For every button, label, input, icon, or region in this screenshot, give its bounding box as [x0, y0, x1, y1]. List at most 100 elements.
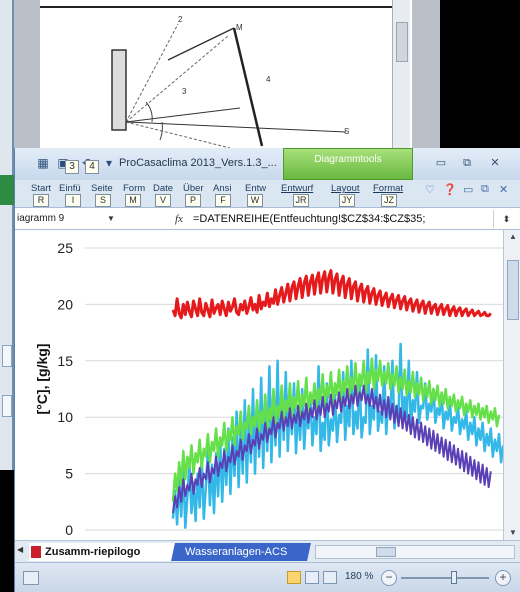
y-tick-label: 15 — [57, 353, 73, 369]
keytip-badge: M — [125, 194, 141, 207]
diagram-label: 4 — [266, 75, 271, 84]
diagram-ray — [125, 107, 241, 123]
background-scroll-thumb[interactable] — [396, 22, 408, 62]
tab-developer[interactable]: Entw — [245, 183, 267, 194]
minimize-ribbon-icon[interactable]: ♡ — [425, 184, 435, 196]
sheet-nav-prev-icon[interactable]: ◀ — [17, 545, 24, 554]
workbook-minimize-button[interactable]: ▭ — [463, 184, 474, 196]
excel-window: ▦ ▣ 3 ↶ 4 ▾ ProCasaclima 2013_Vers.1.3_.… — [14, 148, 520, 592]
keytip-badge: W — [247, 194, 263, 207]
scroll-down-icon[interactable]: ▼ — [509, 528, 517, 537]
formula-bar: iagramm 9 ▼ fx =DATENREIHE(Entfeuchtung!… — [15, 208, 520, 230]
diagram-arc — [145, 101, 153, 123]
name-box[interactable]: iagramm 9 — [17, 213, 65, 224]
formula-input[interactable]: =DATENREIHE(Entfeuchtung!$CZ$34:$CZ$35; — [193, 213, 426, 225]
diagram-ray — [125, 35, 229, 123]
horizontal-scroll-thumb[interactable] — [376, 547, 396, 557]
sheet-tab-label: Wasseranlagen-ACS — [185, 546, 288, 558]
tab-layout[interactable]: Layout — [331, 183, 360, 194]
quick-access-dropdown-icon[interactable]: ▾ — [105, 156, 113, 170]
sheet-tab-bar: ◀ Zusamm-riepilogo Wasseranlagen-ACS — [15, 540, 520, 562]
zoom-in-button[interactable]: + — [495, 570, 511, 586]
save-icon[interactable]: ▣ — [57, 156, 69, 170]
workbook-restore-button[interactable]: ⧉ — [481, 183, 489, 195]
diagram-line — [232, 27, 264, 147]
tab-formulas[interactable]: Form — [123, 183, 146, 194]
scroll-up-icon[interactable]: ▲ — [509, 232, 517, 241]
background-scrollbar[interactable] — [392, 0, 410, 150]
page-top-rule — [40, 6, 396, 8]
diagram-ray — [125, 121, 347, 133]
zoom-level[interactable]: 180 % — [345, 571, 374, 582]
tab-format[interactable]: Format — [373, 183, 404, 194]
diagram-label: 2 — [178, 15, 183, 24]
keytip-badge: V — [155, 194, 171, 207]
keytip-badge: S — [95, 194, 111, 207]
sheet-tab-color-icon — [31, 546, 41, 558]
keytip-badge: 3 — [65, 160, 79, 174]
background-diagram-page: 2 M 4 3 S — [40, 0, 412, 150]
chart-area[interactable]: 0 5 10 15 20 25 [°C], [g/kg] — [15, 230, 503, 540]
series-line-4[interactable] — [172, 384, 492, 514]
side-pane-slot — [2, 345, 12, 367]
close-button[interactable]: ✕ — [490, 157, 500, 169]
excel-app-icon[interactable]: ▦ — [37, 156, 49, 170]
y-tick-label: 10 — [57, 409, 73, 425]
keytip-badge: JY — [339, 194, 355, 207]
series-line-1[interactable] — [171, 269, 492, 320]
line-chart[interactable]: 0 5 10 15 20 25 [°C], [g/kg] — [15, 230, 503, 540]
diagram-label: M — [236, 23, 243, 32]
y-tick-label: 0 — [65, 522, 73, 538]
horizontal-scrollbar[interactable] — [315, 545, 515, 559]
minimize-button[interactable]: ▭ — [435, 157, 447, 169]
sheet-tab[interactable]: Wasseranlagen-ACS — [171, 543, 311, 561]
tab-view[interactable]: Ansi — [213, 183, 232, 194]
status-bar: 180 % − + — [15, 562, 520, 592]
keytip-badge: 4 — [85, 160, 99, 174]
y-tick-label: 5 — [65, 466, 73, 482]
page-break-view-button[interactable] — [323, 571, 337, 584]
scroll-thumb[interactable] — [507, 260, 519, 320]
fx-icon[interactable]: fx — [175, 213, 183, 225]
keytip-badge: F — [215, 194, 231, 207]
diagram-label: 3 — [182, 87, 187, 96]
background-side-pane — [0, 0, 14, 470]
y-axis-label: [°C], [g/kg] — [34, 344, 50, 415]
sheet-tab-active[interactable]: Zusamm-riepilogo — [29, 543, 179, 561]
window-title: ProCasaclima 2013_Vers.1.3_... — [119, 157, 277, 169]
diagram-label: S — [344, 127, 349, 136]
chart-tools-context-tab[interactable]: Diagrammtools — [283, 148, 413, 180]
macro-record-icon[interactable] — [23, 571, 39, 585]
y-tick-label: 20 — [57, 296, 73, 312]
side-pane-slot — [2, 395, 12, 417]
help-icon[interactable]: ❓ — [443, 184, 457, 196]
tab-design[interactable]: Entwurf — [281, 183, 314, 194]
restore-button[interactable]: ⧉ — [463, 157, 471, 169]
diagram-wall — [111, 49, 127, 131]
keytip-badge: P — [185, 194, 201, 207]
chevron-down-icon[interactable]: ▼ — [107, 214, 115, 223]
keytip-badge: I — [65, 194, 81, 207]
background-green-strip — [0, 175, 16, 205]
technical-diagram: 2 M 4 3 S — [111, 15, 349, 149]
keytip-badge: R — [33, 194, 49, 207]
normal-view-button[interactable] — [287, 571, 301, 584]
keytip-badge: JZ — [381, 194, 397, 207]
series-line-3[interactable] — [171, 357, 501, 502]
diagram-arc — [159, 121, 163, 141]
tab-data[interactable]: Date — [153, 183, 174, 194]
tab-page-layout[interactable]: Seite — [91, 183, 113, 194]
workbook-close-button[interactable]: ✕ — [499, 184, 509, 196]
tab-insert[interactable]: Einfü — [59, 183, 81, 194]
zoom-out-button[interactable]: − — [381, 570, 397, 586]
tab-start[interactable]: Start — [31, 183, 52, 194]
tab-review[interactable]: Über — [183, 183, 204, 194]
vertical-scrollbar[interactable]: ▲ ▼ — [503, 230, 520, 540]
sheet-tab-label: Zusamm-riepilogo — [45, 546, 141, 558]
diagram-line — [167, 27, 235, 61]
zoom-slider-track[interactable] — [401, 577, 489, 579]
zoom-slider-thumb[interactable] — [451, 571, 457, 584]
page-layout-view-button[interactable] — [305, 571, 319, 584]
formula-expand-button[interactable]: ⬍ — [493, 210, 519, 228]
